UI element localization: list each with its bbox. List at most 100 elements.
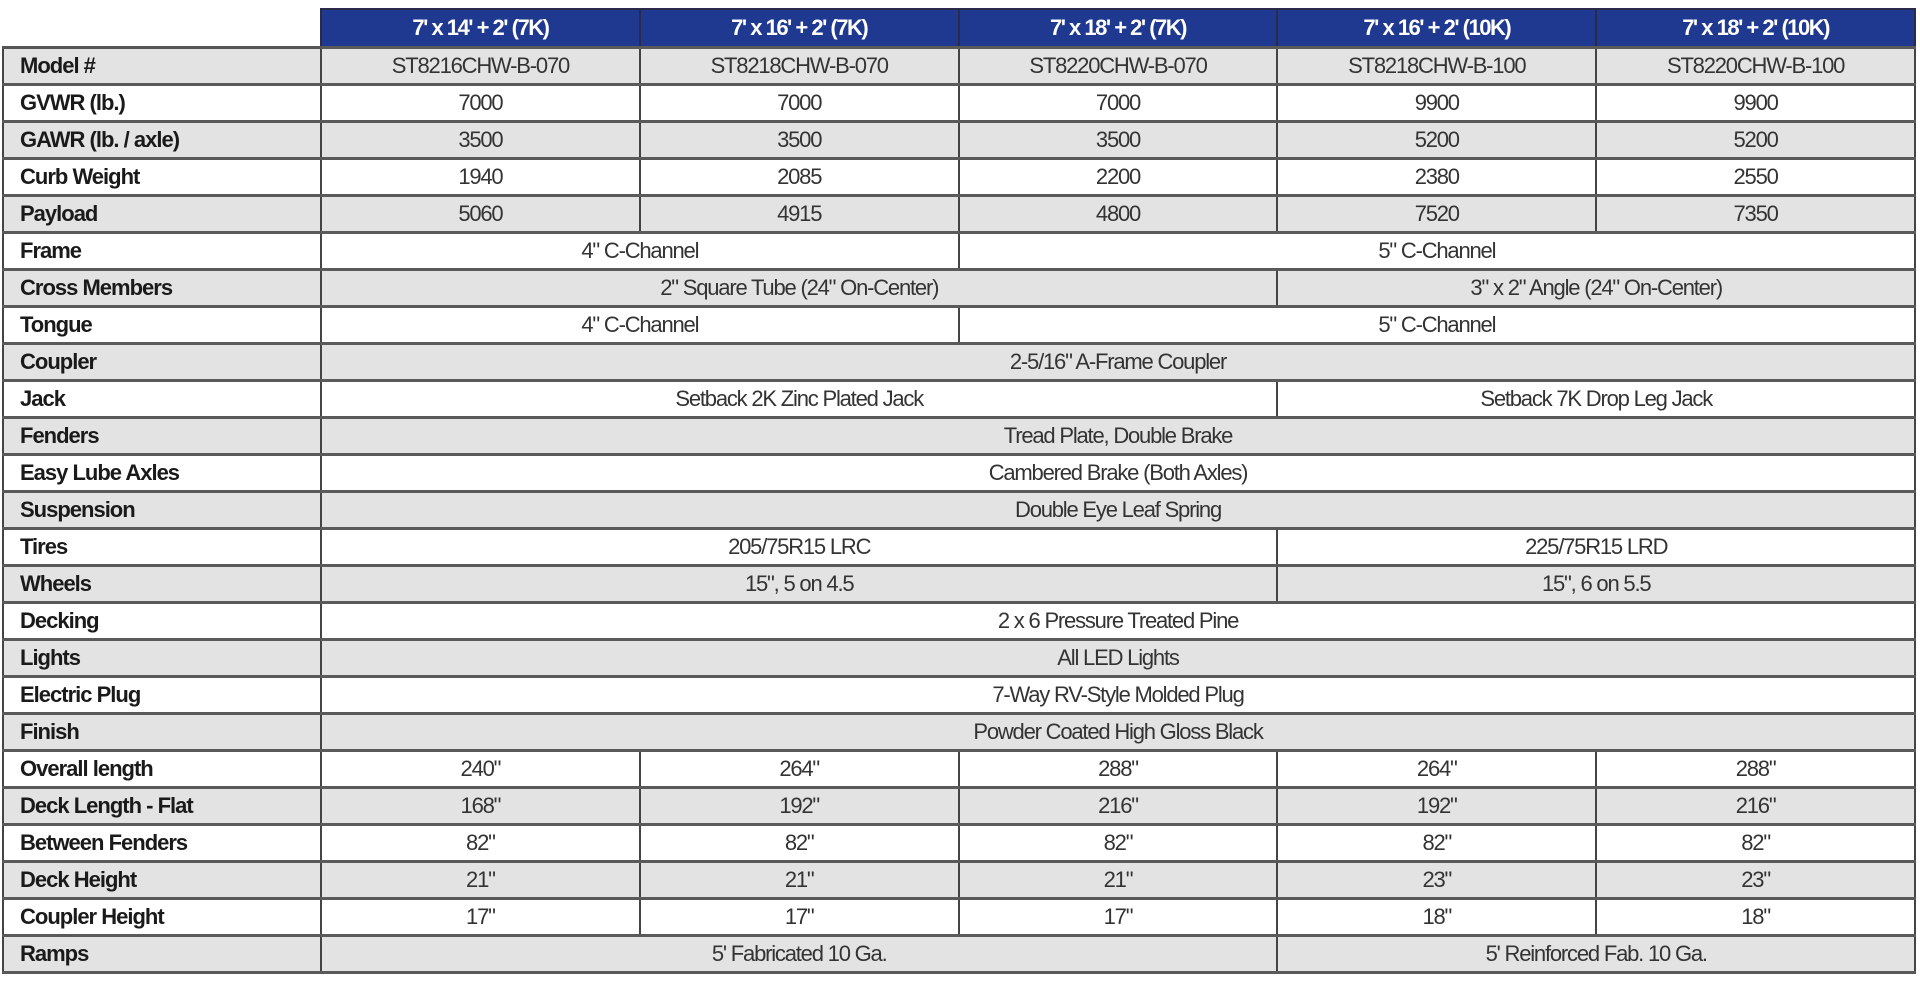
spec-value: 82" bbox=[957, 823, 1279, 863]
table-row: Cross Members 2" Square Tube (24" On-Cent… bbox=[2, 268, 1916, 308]
spec-value: 17" bbox=[638, 897, 960, 937]
row-label: Wheels bbox=[2, 564, 322, 604]
spec-value: 2200 bbox=[957, 157, 1279, 197]
row-label: Coupler Height bbox=[2, 897, 322, 937]
row-label: Tongue bbox=[2, 305, 322, 345]
row-label: Deck Height bbox=[2, 860, 322, 900]
table-row: Electric Plug 7-Way RV-Style Molded Plug bbox=[2, 675, 1916, 715]
row-label: Electric Plug bbox=[2, 675, 322, 715]
table-row: GAWR (lb. / axle) 3500 3500 3500 5200 5200 bbox=[2, 120, 1916, 160]
spec-value: 192" bbox=[1276, 786, 1598, 826]
spec-value: ST8218CHW-B-070 bbox=[638, 46, 960, 86]
table-row: Suspension Double Eye Leaf Spring bbox=[2, 490, 1916, 530]
spec-value: 192" bbox=[638, 786, 960, 826]
row-label: Deck Length - Flat bbox=[2, 786, 322, 826]
row-label: Frame bbox=[2, 231, 322, 271]
spec-value: 7-Way RV-Style Molded Plug bbox=[320, 675, 1916, 715]
spec-value: Tread Plate, Double Brake bbox=[320, 416, 1916, 456]
spec-value: All LED Lights bbox=[320, 638, 1916, 678]
row-label: GAWR (lb. / axle) bbox=[2, 120, 322, 160]
spec-value: 18" bbox=[1276, 897, 1598, 937]
table-row: Tongue 4" C-Channel 5" C-Channel bbox=[2, 305, 1917, 345]
spec-value: 7000 bbox=[320, 83, 641, 123]
spec-value: 5200 bbox=[1276, 120, 1598, 160]
spec-value: 7350 bbox=[1595, 194, 1916, 234]
column-header: 7' x 16' + 2' (10K) bbox=[1276, 8, 1598, 49]
spec-value: 216" bbox=[1595, 786, 1916, 826]
spec-value: 17" bbox=[957, 897, 1279, 937]
table-row: Frame 4" C-Channel 5" C-Channel bbox=[2, 231, 1917, 271]
column-header: 7' x 14' + 2' (7K) bbox=[320, 8, 641, 49]
spec-value: 3500 bbox=[320, 120, 641, 160]
spec-value: Setback 2K Zinc Plated Jack bbox=[319, 379, 1279, 419]
table-row: Coupler 2-5/16" A-Frame Coupler bbox=[2, 342, 1916, 382]
table-row: Deck Length - Flat 168" 192" 216" 192" 216" bbox=[2, 786, 1916, 826]
spec-value: ST8216CHW-B-070 bbox=[320, 46, 641, 86]
spec-value: 5' Reinforced Fab. 10 Ga. bbox=[1276, 934, 1916, 974]
spec-value: 288" bbox=[957, 749, 1279, 789]
spec-value: ST8218CHW-B-100 bbox=[1276, 46, 1598, 86]
spec-value: 264" bbox=[1276, 749, 1598, 789]
spec-value: Double Eye Leaf Spring bbox=[320, 490, 1916, 530]
row-label: Fenders bbox=[2, 416, 322, 456]
spec-value: 23" bbox=[1595, 860, 1916, 900]
spec-value: 2 x 6 Pressure Treated Pine bbox=[320, 601, 1916, 641]
table-row: Finish Powder Coated High Gloss Black bbox=[2, 712, 1916, 752]
spec-value: 82" bbox=[1276, 823, 1598, 863]
row-label: Suspension bbox=[2, 490, 322, 530]
row-label: Cross Members bbox=[2, 268, 322, 308]
spec-value: 205/75R15 LRC bbox=[319, 527, 1279, 567]
spec-value: 225/75R15 LRD bbox=[1276, 527, 1916, 567]
table-row: Ramps 5' Fabricated 10 Ga. 5' Reinforced F… bbox=[2, 934, 1916, 974]
row-label: Model # bbox=[2, 46, 322, 86]
spec-value: 288" bbox=[1595, 749, 1916, 789]
column-header: 7' x 18' + 2' (7K) bbox=[957, 8, 1279, 49]
header-row: 7' x 14' + 2' (7K) 7' x 16' + 2' (7K) 7' x… bbox=[3, 8, 1916, 49]
spec-value: 4800 bbox=[957, 194, 1279, 234]
spec-value: 18" bbox=[1595, 897, 1916, 937]
row-label: Coupler bbox=[2, 342, 322, 382]
column-header: 7' x 16' + 2' (7K) bbox=[638, 8, 960, 49]
table-row: GVWR (lb.) 7000 7000 7000 9900 9900 bbox=[2, 83, 1916, 123]
spec-value: 4" C-Channel bbox=[320, 305, 960, 345]
spec-value: Powder Coated High Gloss Black bbox=[320, 712, 1916, 752]
row-label: Lights bbox=[2, 638, 322, 678]
column-header: 7' x 18' + 2' (10K) bbox=[1595, 8, 1916, 49]
row-label: Curb Weight bbox=[2, 157, 322, 197]
corner-cell bbox=[3, 9, 321, 49]
table-row: Overall length 240" 264" 288" 264" 288" bbox=[2, 749, 1916, 789]
spec-value: 21" bbox=[957, 860, 1279, 900]
spec-value: 82" bbox=[638, 823, 960, 863]
spec-value: 5" C-Channel bbox=[957, 305, 1917, 345]
spec-value: ST8220CHW-B-070 bbox=[957, 46, 1279, 86]
row-label: Easy Lube Axles bbox=[2, 453, 322, 493]
spec-value: 2" Square Tube (24" On-Center) bbox=[319, 268, 1279, 308]
row-label: Ramps bbox=[2, 934, 322, 974]
spec-value: 7520 bbox=[1276, 194, 1598, 234]
row-label: Payload bbox=[2, 194, 322, 234]
spec-value: 7000 bbox=[638, 83, 960, 123]
row-label: Overall length bbox=[2, 749, 322, 789]
spec-value: 2085 bbox=[638, 157, 960, 197]
spec-value: 2380 bbox=[1276, 157, 1598, 197]
spec-value: 264" bbox=[638, 749, 960, 789]
spec-value: 17" bbox=[320, 897, 641, 937]
spec-value: 2-5/16" A-Frame Coupler bbox=[320, 342, 1916, 382]
spec-value: 240" bbox=[320, 749, 641, 789]
table-row: Fenders Tread Plate, Double Brake bbox=[2, 416, 1916, 456]
table-row: Deck Height 21" 21" 21" 23" 23" bbox=[2, 860, 1916, 900]
spec-value: 23" bbox=[1276, 860, 1598, 900]
spec-value: 5' Fabricated 10 Ga. bbox=[319, 934, 1279, 974]
spec-value: 82" bbox=[320, 823, 641, 863]
spec-value: Setback 7K Drop Leg Jack bbox=[1276, 379, 1916, 419]
table-row: Decking 2 x 6 Pressure Treated Pine bbox=[2, 601, 1916, 641]
spec-value: 168" bbox=[320, 786, 641, 826]
spec-value: 21" bbox=[638, 860, 960, 900]
table-row: Jack Setback 2K Zinc Plated Jack Setback 7… bbox=[2, 379, 1916, 419]
spec-value: 4915 bbox=[638, 194, 960, 234]
spec-value: 3500 bbox=[638, 120, 960, 160]
spec-value: 5200 bbox=[1595, 120, 1916, 160]
table-row: Lights All LED Lights bbox=[2, 638, 1916, 678]
spec-value: Cambered Brake (Both Axles) bbox=[320, 453, 1916, 493]
table-row: Payload 5060 4915 4800 7520 7350 bbox=[2, 194, 1916, 234]
